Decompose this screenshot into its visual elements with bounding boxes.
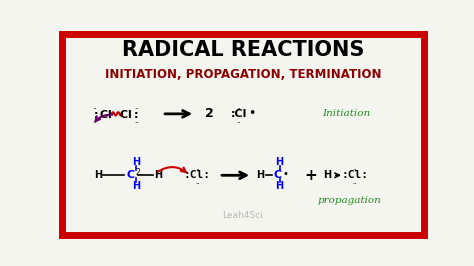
Text: Cl$\mathdefault{:}$: Cl$\mathdefault{:}$ (119, 108, 139, 120)
Text: •: • (282, 169, 288, 179)
Text: 2: 2 (206, 107, 214, 120)
Text: C: C (127, 170, 135, 180)
Text: :Cl: :Cl (231, 109, 247, 119)
Text: ..: .. (353, 180, 357, 185)
Text: $\mathdefault{:}$Cl: $\mathdefault{:}$Cl (91, 108, 112, 120)
Text: H: H (275, 181, 284, 191)
Text: Leah4Sci: Leah4Sci (223, 211, 263, 220)
Text: +: + (304, 168, 317, 183)
Text: H: H (94, 170, 102, 180)
Text: INITIATION, PROPAGATION, TERMINATION: INITIATION, PROPAGATION, TERMINATION (105, 68, 381, 81)
Text: H: H (256, 170, 264, 180)
Text: ..: .. (236, 118, 240, 124)
Text: H: H (132, 181, 140, 191)
Text: ..: .. (134, 118, 138, 124)
Text: ..: .. (134, 104, 138, 110)
Text: H: H (323, 170, 331, 180)
Text: ..: .. (92, 104, 96, 110)
Text: 2: 2 (136, 168, 141, 177)
Text: •: • (248, 107, 256, 120)
Text: Initiation: Initiation (322, 109, 370, 118)
Text: :Cl:: :Cl: (183, 170, 210, 180)
Text: ..: .. (353, 165, 357, 171)
Text: ..: .. (236, 104, 240, 110)
Text: RADICAL REACTIONS: RADICAL REACTIONS (122, 40, 364, 60)
Text: H: H (132, 157, 140, 167)
Text: ..: .. (195, 165, 199, 171)
Text: :Cl:: :Cl: (341, 170, 368, 180)
Text: H: H (275, 157, 284, 167)
Text: H: H (154, 170, 162, 180)
Text: C: C (274, 170, 282, 180)
Text: propagation: propagation (318, 196, 381, 205)
Text: ..: .. (92, 118, 96, 124)
Text: ..: .. (195, 180, 199, 185)
